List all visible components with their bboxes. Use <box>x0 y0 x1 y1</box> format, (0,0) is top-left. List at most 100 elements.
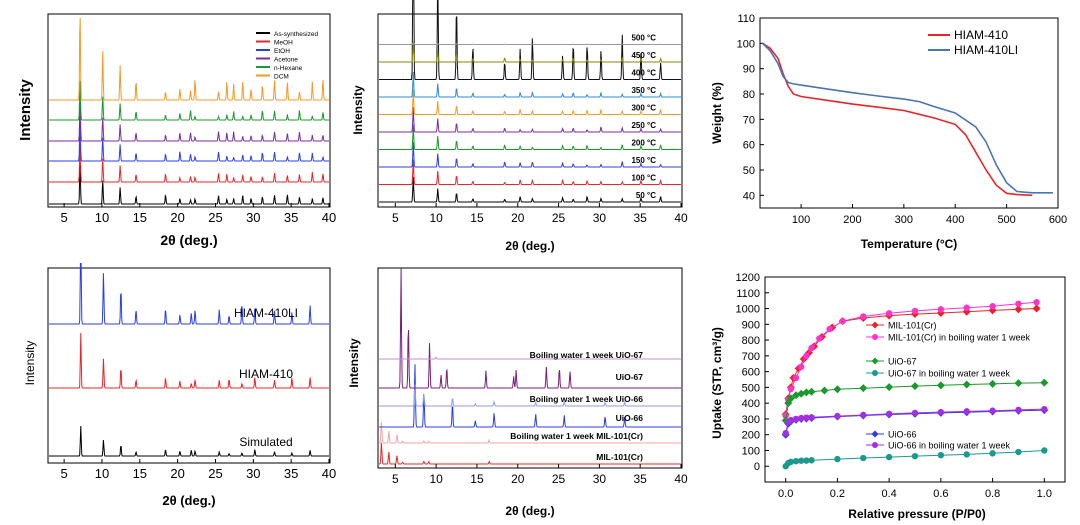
chart-f-point <box>936 381 945 390</box>
chart-a-trace <box>49 164 329 205</box>
chart-f-point <box>816 335 823 342</box>
chart-a-x-tick-label: 10 <box>95 210 109 225</box>
chart-f-point <box>803 457 810 464</box>
chart-f-point <box>885 410 893 418</box>
chart-a-legend-label: As-synthesized <box>274 31 318 38</box>
chart-e-trace <box>379 442 681 465</box>
chart-e-series-label: UiO-66 <box>616 413 644 423</box>
chart-f-traces <box>781 299 1049 470</box>
chart-b-trace <box>379 89 681 115</box>
chart-a-legend-label: DCM <box>274 74 289 81</box>
chart-d-xlabel: 2θ (deg.) <box>162 493 215 508</box>
chart-f-x-tick-label: 1.0 <box>1037 488 1052 500</box>
chart-e-series-label: MIL-101(Cr) <box>596 452 643 462</box>
chart-a-trace <box>49 142 329 183</box>
chart-f-point <box>1033 299 1040 306</box>
chart-a-traces <box>49 17 329 205</box>
chart-e-series-label: Boiling water 1 week MIL-101(Cr) <box>510 431 643 441</box>
chart-d: 5 10 15 20 25 30 35 40 Simulated HIAM-410 HIAM-41… <box>23 263 336 508</box>
chart-f-point <box>911 409 919 417</box>
chart-e-x-tick-label: 15 <box>470 472 484 486</box>
chart-f-point <box>962 380 971 389</box>
chart-c-y-tick-label: 100 <box>737 38 755 50</box>
chart-f-y-tick-label: 1200 <box>736 272 760 284</box>
chart-c: 100 200 300 400 500 600 40 50 60 70 80 90 100 110 HIA… <box>710 13 1067 251</box>
chart-c-x-tick-label: 500 <box>997 214 1015 226</box>
chart-b-ylabel: Intensity <box>351 85 365 135</box>
chart-f-ylabel: Uptake (STP, cm³/g) <box>710 327 724 439</box>
chart-b-trace <box>379 106 681 133</box>
chart-a-trace <box>49 80 329 121</box>
chart-e-trace <box>379 384 681 407</box>
chart-b-series-label: 300 °C <box>631 104 656 113</box>
chart-f-point <box>784 399 793 408</box>
chart-a-trace <box>49 101 329 142</box>
chart-d-trace <box>49 263 329 325</box>
chart-f-point <box>859 384 868 393</box>
chart-f-legend-marker <box>872 334 878 340</box>
chart-b-x-tick-label: 30 <box>593 211 607 225</box>
chart-d-x-tick-label: 20 <box>170 466 184 481</box>
chart-c-trace <box>762 42 1053 194</box>
chart-b-series-label: 500 °C <box>631 34 656 43</box>
chart-f-legend-label: MIL-101(Cr) <box>888 321 937 331</box>
chart-f-point <box>792 374 800 382</box>
chart-f-point <box>988 379 997 388</box>
chart-d-traces <box>49 263 329 457</box>
chart-c-ylabel: Weight (%) <box>710 82 724 144</box>
chart-b-trace <box>379 71 681 98</box>
chart-b-trace <box>379 141 681 168</box>
chart-e-series-label: Boiling water 1 week UiO-66 <box>530 394 644 404</box>
chart-f-y-tick-label: 800 <box>742 335 760 347</box>
chart-f-point <box>803 414 810 421</box>
chart-e-traces <box>379 268 681 465</box>
chart-f-y-tick-label: 300 <box>742 414 760 426</box>
chart-e-trace <box>379 356 681 360</box>
chart-a-x-tick-label: 5 <box>61 210 68 225</box>
chart-e-x-tick-label: 5 <box>392 472 399 486</box>
chart-f-point <box>937 408 945 416</box>
chart-b-series-label: 50 °C <box>636 191 656 200</box>
chart-e-xlabel: 2θ (deg.) <box>505 504 554 518</box>
chart-a-legend-label: n-Hexane <box>274 65 303 72</box>
chart-f-ticks: 0.0 0.2 0.4 0.6 0.8 1.0 0 100 200 300 400 500 600 700… <box>736 272 1052 500</box>
chart-f-point <box>885 310 893 317</box>
chart-d-xticks: 5 10 15 20 25 30 35 40 <box>61 459 336 481</box>
chart-f-point <box>1015 300 1022 308</box>
chart-f-point <box>963 408 970 415</box>
chart-f-x-tick-label: 0.0 <box>778 488 793 500</box>
chart-f-point <box>1041 405 1048 413</box>
chart-f-point <box>1014 305 1023 314</box>
chart-f-point <box>1015 448 1022 456</box>
chart-e-ylabel: Intensity <box>347 338 361 388</box>
chart-e-x-tick-label: 20 <box>511 472 525 486</box>
chart-f-y-tick-label: 1100 <box>736 288 760 300</box>
chart-f-point <box>808 457 815 464</box>
chart-d-x-tick-label: 40 <box>322 466 336 481</box>
chart-f-point <box>833 385 842 394</box>
chart-b-frame <box>377 13 683 208</box>
chart-f-point <box>911 307 919 315</box>
chart-e-xticks: 5 10 15 20 25 30 35 40 <box>392 464 688 486</box>
chart-f-point <box>1041 447 1048 454</box>
chart-f-point <box>798 363 805 371</box>
chart-f-point <box>798 414 805 422</box>
chart-c-y-tick-label: 60 <box>743 140 755 152</box>
chart-f-point <box>808 344 815 352</box>
chart-c-frame <box>759 17 1059 209</box>
chart-f-point <box>1040 378 1049 387</box>
chart-f-legend-marker <box>872 370 878 376</box>
chart-b-x-tick-label: 10 <box>429 211 443 225</box>
chart-b-series-label: 250 °C <box>631 121 656 130</box>
chart-b-series-label: 350 °C <box>631 86 656 95</box>
chart-b-series-label: 400 °C <box>631 69 656 78</box>
chart-f-point <box>839 317 846 325</box>
chart-e-trace <box>379 364 681 428</box>
chart-c-xlabel: Temperature (°C) <box>861 237 958 251</box>
chart-c-trace <box>762 42 1033 197</box>
chart-f-point <box>963 304 970 311</box>
chart-f-point <box>820 386 829 395</box>
chart-f-point <box>787 416 795 424</box>
chart-f-point <box>802 388 811 397</box>
